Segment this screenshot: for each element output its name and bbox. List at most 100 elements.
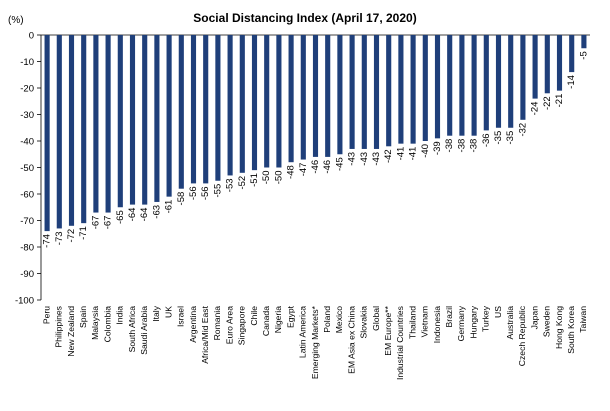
- bar: [154, 35, 160, 202]
- x-tick-label: New Zealand: [66, 306, 76, 357]
- value-label: -55: [212, 184, 223, 198]
- value-label: -58: [176, 192, 187, 206]
- bar: [215, 35, 221, 181]
- value-label: -64: [139, 208, 150, 222]
- x-tick-label: Taiwan: [578, 306, 588, 333]
- x-tick-label: Chile: [249, 306, 259, 326]
- x-tick-label: Indonesia: [432, 306, 442, 343]
- bar: [44, 35, 50, 232]
- bar: [495, 35, 502, 128]
- x-tick-label: Nigeria: [273, 306, 283, 333]
- value-label: -56: [200, 186, 211, 200]
- value-label: -48: [286, 165, 297, 179]
- bar: [276, 35, 282, 168]
- y-axis-unit-label: (%): [8, 15, 24, 26]
- y-tick-label: -70: [20, 216, 34, 227]
- bar: [471, 35, 477, 136]
- x-tick-label: Industrial Countries: [395, 306, 405, 380]
- x-tick-label: Malaysia: [90, 306, 100, 340]
- value-label: -14: [566, 75, 577, 89]
- bar: [361, 35, 367, 149]
- x-tick-label: Emerging Markets*: [310, 305, 320, 379]
- value-label: -45: [334, 157, 345, 171]
- bar: [117, 35, 123, 208]
- x-tick-label: Global: [371, 306, 381, 331]
- value-label: -40: [420, 144, 431, 158]
- chart-title: Social Distancing Index (April 17, 2020): [193, 11, 416, 25]
- x-tick-label: Argentina: [188, 306, 198, 343]
- value-label: -67: [90, 216, 101, 230]
- x-tick-label: Latin America: [298, 306, 308, 358]
- value-label: -52: [237, 176, 248, 190]
- value-label: -74: [42, 234, 53, 248]
- x-tick-label: Italy: [151, 305, 161, 321]
- y-tick-label: -100: [15, 296, 34, 307]
- bar: [288, 35, 294, 163]
- bar: [300, 35, 306, 160]
- value-label: -38: [444, 139, 455, 153]
- y-tick-label: -50: [20, 163, 34, 174]
- bar: [178, 35, 184, 189]
- y-tick-label: -10: [20, 57, 34, 68]
- bar: [544, 35, 550, 94]
- bar: [410, 35, 416, 144]
- x-tick-label: Euro Area: [224, 306, 234, 344]
- x-tick-label: EM Europe**: [383, 305, 393, 355]
- x-tick-label: Hungary: [468, 305, 478, 338]
- y-tick-label: -40: [20, 137, 34, 148]
- x-tick-label: Spain: [78, 306, 88, 328]
- x-tick-label: Israel: [176, 306, 186, 327]
- value-label: -21: [554, 94, 565, 108]
- value-label: -36: [481, 133, 492, 147]
- value-label: -73: [54, 231, 65, 245]
- value-label: -46: [310, 160, 321, 174]
- value-label: -43: [371, 152, 382, 166]
- x-tick-label: Africa/Mid East: [200, 305, 210, 363]
- bar: [556, 35, 563, 91]
- value-label: -63: [151, 205, 162, 219]
- bar: [325, 35, 331, 157]
- value-label: -5: [578, 51, 589, 59]
- value-label: -64: [127, 208, 138, 222]
- bar: [166, 35, 172, 197]
- value-label: -72: [66, 229, 77, 243]
- value-label: -51: [249, 173, 260, 187]
- bar: [569, 35, 575, 73]
- value-label: -53: [225, 178, 236, 192]
- value-label: -35: [493, 131, 504, 145]
- bar: [68, 35, 75, 226]
- x-tick-label: Canada: [261, 306, 271, 336]
- value-label: -38: [469, 139, 480, 153]
- bar: [190, 35, 197, 184]
- bar: [508, 35, 514, 128]
- bar: [398, 35, 404, 144]
- y-tick-label: -80: [20, 243, 34, 254]
- bar-series: [44, 35, 587, 232]
- x-tick-label: UK: [163, 306, 173, 318]
- value-label: -61: [164, 200, 175, 214]
- value-label: -47: [298, 163, 309, 177]
- value-label: -22: [542, 96, 553, 110]
- bar: [349, 35, 355, 149]
- value-label: -71: [78, 226, 89, 240]
- value-label: -42: [383, 149, 394, 163]
- bar: [312, 35, 319, 157]
- value-label: -32: [517, 123, 528, 137]
- x-tick-label: Romania: [212, 306, 222, 341]
- y-tick-label: -90: [20, 269, 34, 280]
- value-label: -38: [456, 139, 467, 153]
- x-tick-label: Vietnam: [420, 306, 430, 337]
- x-tick-label: Brazil: [444, 306, 454, 328]
- value-label: -67: [103, 216, 114, 230]
- x-tick-label: India: [115, 306, 125, 325]
- bar: [56, 35, 62, 229]
- bar: [81, 35, 87, 224]
- bar: [459, 35, 465, 136]
- bar: [337, 35, 343, 155]
- value-label: -50: [273, 171, 284, 185]
- x-tick-label: Czech Republic: [517, 305, 527, 366]
- bar: [227, 35, 233, 176]
- x-tick-label: Thailand: [407, 306, 417, 339]
- bar: [105, 35, 111, 213]
